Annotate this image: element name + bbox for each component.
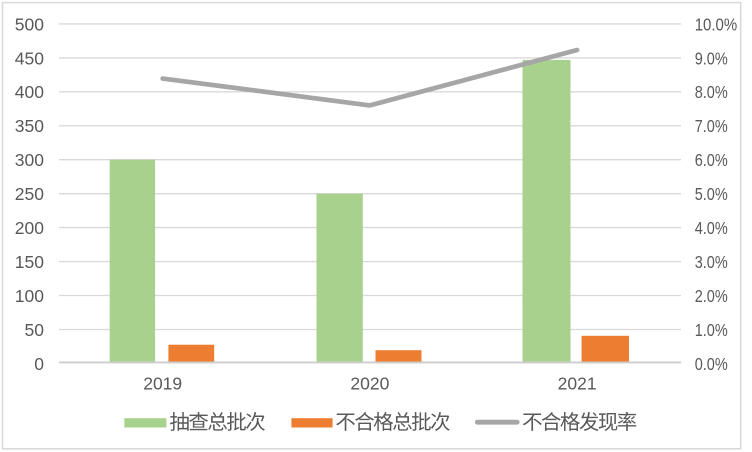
svg-text:100: 100	[15, 286, 44, 306]
svg-text:250: 250	[15, 184, 44, 204]
svg-text:350: 350	[15, 116, 44, 136]
svg-text:400: 400	[15, 82, 44, 102]
svg-text:2019: 2019	[143, 374, 182, 394]
svg-text:300: 300	[15, 150, 44, 170]
svg-text:1.0%: 1.0%	[695, 320, 728, 340]
svg-text:3.0%: 3.0%	[695, 252, 728, 272]
svg-text:2020: 2020	[350, 374, 389, 394]
svg-text:8.0%: 8.0%	[695, 82, 728, 102]
svg-text:500: 500	[15, 14, 44, 34]
svg-text:4.0%: 4.0%	[695, 218, 728, 238]
svg-text:6.0%: 6.0%	[695, 150, 728, 170]
svg-text:10.0%: 10.0%	[695, 14, 738, 34]
svg-text:50: 50	[25, 320, 45, 340]
svg-text:5.0%: 5.0%	[695, 184, 728, 204]
svg-text:0.0%: 0.0%	[695, 354, 728, 374]
svg-text:7.0%: 7.0%	[695, 116, 728, 136]
svg-text:150: 150	[15, 252, 44, 272]
svg-text:2021: 2021	[558, 374, 597, 394]
svg-text:9.0%: 9.0%	[695, 48, 728, 68]
svg-text:0: 0	[34, 354, 44, 374]
svg-text:2.0%: 2.0%	[695, 286, 728, 306]
svg-text:450: 450	[15, 48, 44, 68]
svg-text:200: 200	[15, 218, 44, 238]
